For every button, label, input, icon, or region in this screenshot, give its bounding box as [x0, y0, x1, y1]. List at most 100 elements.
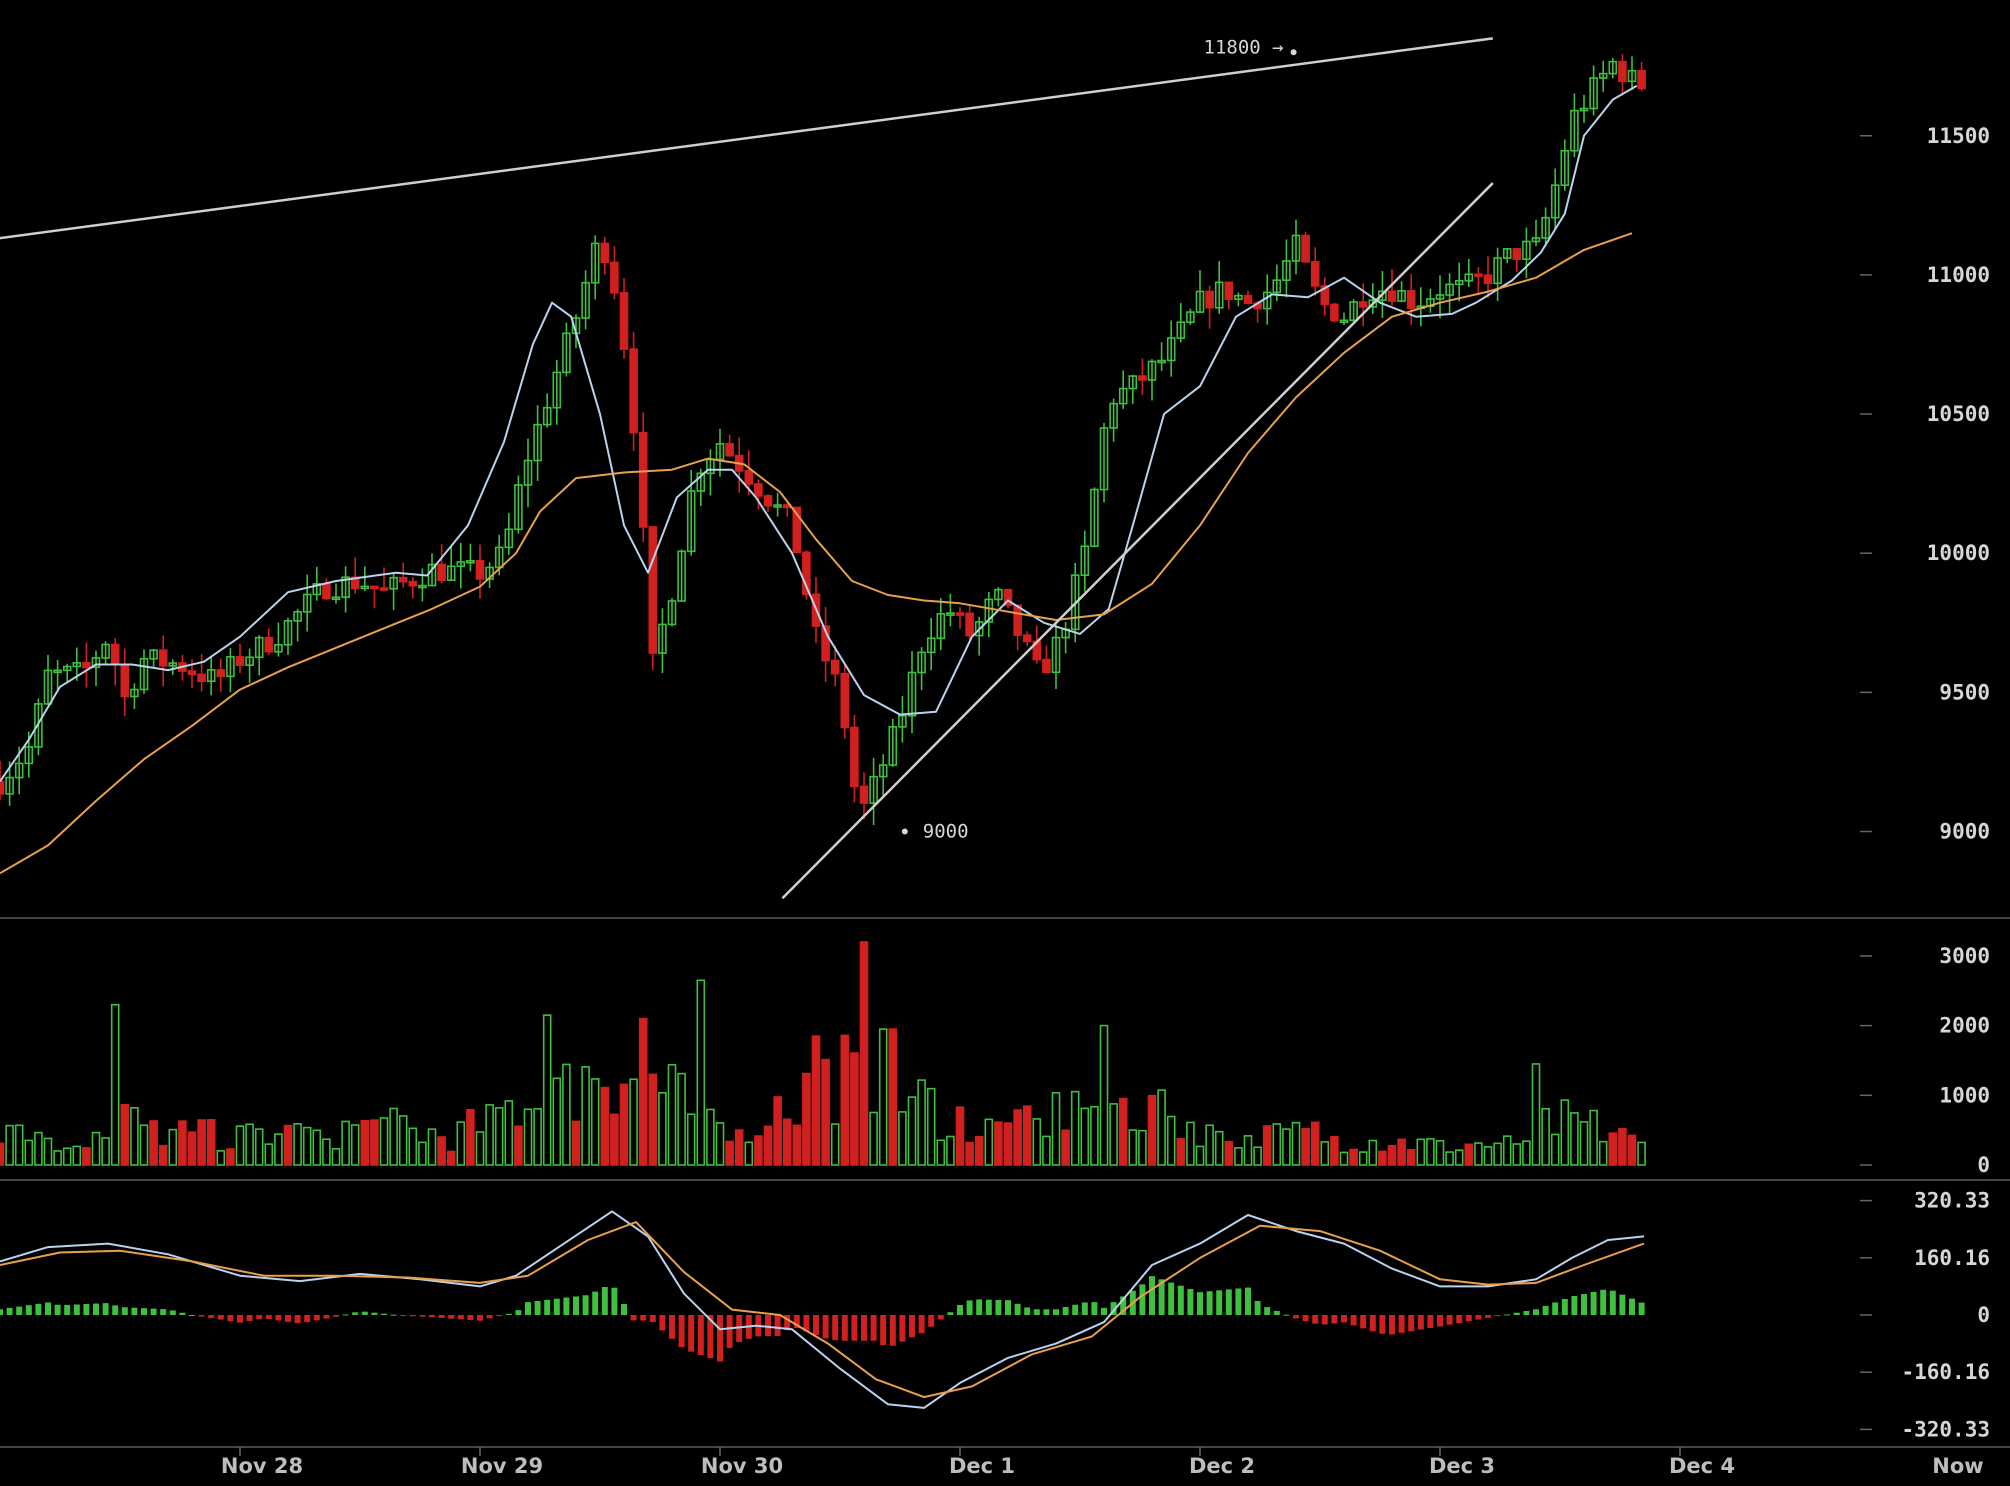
- macd-histogram-bar: [544, 1299, 551, 1315]
- macd-histogram-bar: [1302, 1315, 1309, 1322]
- candle-body: [34, 703, 43, 748]
- volume-bar: [446, 1150, 456, 1166]
- candle: [619, 278, 629, 359]
- volume-bar: [1426, 1138, 1435, 1166]
- candle-body: [322, 583, 331, 600]
- candle-body: [504, 528, 514, 549]
- candle-body: [0, 780, 5, 795]
- macd-histogram-bar: [1369, 1315, 1376, 1332]
- trendline: [0, 37, 1493, 240]
- macd-histogram-bar: [813, 1315, 819, 1335]
- candle: [533, 405, 542, 481]
- candle: [101, 641, 110, 665]
- 1-label: 0: [1977, 1153, 1990, 1177]
- volume-bar: [62, 1147, 72, 1166]
- volume-bar: [725, 1140, 734, 1166]
- 1-label: 1000: [1939, 1083, 1990, 1107]
- candle-body: [1598, 72, 1608, 79]
- candle: [859, 772, 869, 820]
- candle-body: [1042, 658, 1051, 674]
- candle-body: [1339, 319, 1349, 324]
- volume-bar: [43, 1137, 53, 1166]
- candle: [888, 718, 898, 767]
- volume-bar: [1483, 1146, 1493, 1166]
- candle-body: [533, 423, 542, 462]
- candle-body: [850, 726, 859, 788]
- macd-histogram-bar: [227, 1315, 234, 1322]
- candle: [926, 617, 936, 671]
- candle-body: [821, 625, 830, 662]
- candle: [965, 604, 974, 640]
- volume-bar: [14, 1124, 24, 1166]
- candle: [1090, 487, 1099, 548]
- candle-body: [658, 623, 667, 654]
- volume-bar: [139, 1124, 149, 1166]
- candle-body: [869, 775, 878, 804]
- volume-bar: [696, 979, 706, 1166]
- x-tick-label: Dec 2: [1189, 1454, 1255, 1478]
- volume-bar: [302, 1126, 312, 1166]
- candle: [197, 654, 206, 692]
- candle-body: [398, 576, 408, 583]
- candle-body: [859, 785, 869, 804]
- volume-bar: [523, 1108, 533, 1166]
- volume-bar: [0, 1142, 5, 1166]
- price-panel: 11800 → 9000 11500 11000 10500 10000 9500 9000: [0, 36, 1990, 900]
- macd-histogram-bar: [1389, 1315, 1395, 1335]
- candle-body: [446, 565, 456, 582]
- macd-histogram-bar: [918, 1315, 925, 1334]
- macd-histogram-bar: [381, 1313, 387, 1315]
- volume-bar: [1550, 1133, 1560, 1166]
- volume-bar: [734, 1129, 744, 1166]
- volume-bar: [1157, 1089, 1166, 1166]
- volume-bar: [1090, 1105, 1099, 1166]
- candle: [312, 566, 322, 601]
- 0-label: 11000: [1927, 263, 1990, 287]
- candle-body: [1608, 60, 1618, 75]
- candle-body: [1195, 290, 1205, 313]
- volume-bar: [82, 1147, 91, 1166]
- 2-label: 0: [1977, 1303, 1990, 1327]
- candle-body: [542, 406, 552, 426]
- volume-bar: [1637, 1141, 1646, 1166]
- candle-body: [696, 472, 706, 492]
- candle: [82, 642, 91, 688]
- volume-bar: [984, 1118, 994, 1166]
- volume-bar: [878, 1028, 888, 1166]
- volume-bar: [158, 1144, 168, 1166]
- volume-bar: [1099, 1024, 1109, 1166]
- volume-bar: [1224, 1140, 1234, 1166]
- volume-bar: [1512, 1143, 1522, 1166]
- candle: [725, 434, 734, 457]
- macd-histogram-bar: [361, 1311, 368, 1315]
- candle: [245, 648, 254, 683]
- candle-body: [878, 764, 888, 778]
- candle: [1022, 631, 1032, 647]
- volume-bar: [110, 1003, 120, 1166]
- macd-histogram-bar: [1542, 1305, 1549, 1315]
- candle: [456, 542, 466, 589]
- macd-histogram-bar: [313, 1315, 320, 1321]
- 0-label: 10000: [1927, 541, 1990, 565]
- volume-bar: [1195, 1145, 1205, 1166]
- volume-bar: [1176, 1138, 1186, 1166]
- macd-histogram-bar: [1235, 1288, 1242, 1315]
- volume-bar: [907, 1096, 917, 1166]
- candle: [1570, 93, 1579, 158]
- macd-histogram-bar: [1043, 1309, 1050, 1315]
- candle: [149, 648, 158, 667]
- volume-bar: [1330, 1136, 1339, 1166]
- candle-body: [1627, 69, 1637, 83]
- macd-histogram-bar: [1168, 1282, 1175, 1315]
- macd-histogram-bar: [601, 1287, 608, 1315]
- volume-bar: [1570, 1112, 1579, 1166]
- macd-histogram-bar: [429, 1315, 435, 1318]
- candle: [1138, 358, 1147, 395]
- candle-body: [216, 669, 226, 678]
- candle-body: [389, 576, 398, 590]
- volume-bar: [494, 1107, 504, 1166]
- macd-histogram-bar: [563, 1297, 570, 1315]
- volume-bar: [869, 1111, 878, 1166]
- macd-histogram-bar: [16, 1306, 23, 1315]
- volume-bar: [1243, 1135, 1253, 1166]
